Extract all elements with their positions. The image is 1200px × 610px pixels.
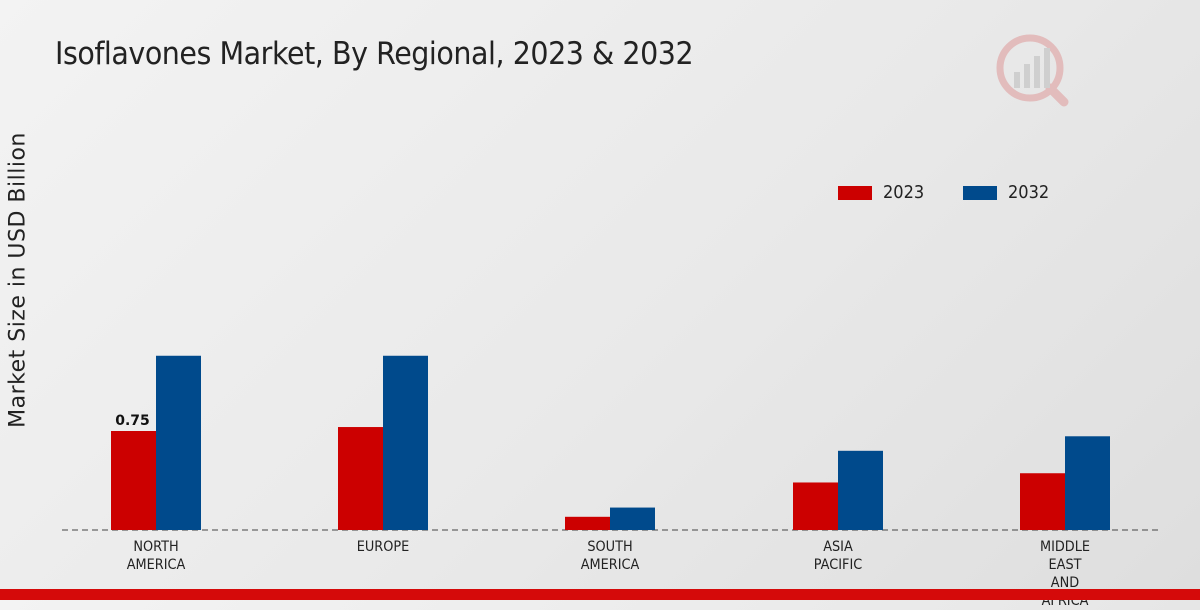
x-tick-label-2: SOUTH AMERICA — [580, 539, 640, 573]
chart-title: Isoflavones Market, By Regional, 2023 & … — [55, 36, 694, 72]
bar-2032-2 — [610, 507, 655, 530]
legend: 2023 2032 — [838, 182, 1054, 203]
bar-2023-3 — [793, 482, 838, 530]
legend-label-2023: 2023 — [883, 182, 925, 203]
bar-2032-3 — [838, 450, 883, 530]
x-tick-label-1: EUROPE — [356, 539, 410, 555]
bar-2023-4 — [1020, 473, 1065, 530]
legend-swatch-2032 — [962, 185, 997, 200]
legend-swatch-2023 — [838, 185, 872, 200]
legend-item-2032: 2032 — [962, 182, 1054, 203]
bar-2032-4 — [1065, 436, 1110, 530]
bar-2023-2 — [565, 516, 610, 530]
bar-2023-0 — [111, 431, 156, 530]
bar-2032-0 — [156, 355, 201, 530]
legend-label-2032: 2032 — [1007, 182, 1050, 203]
bar-2032-1 — [383, 355, 428, 530]
x-tick-label-3: ASIA PACIFIC — [813, 539, 863, 573]
legend-item-2023: 2023 — [838, 182, 929, 203]
bar-2023-1 — [338, 427, 383, 530]
footer-accent-bar — [0, 589, 1200, 600]
data-label-0: 0.75 — [115, 413, 150, 429]
x-tick-label-0: NORTH AMERICA — [126, 539, 186, 573]
brand-logo-icon — [996, 34, 1069, 107]
